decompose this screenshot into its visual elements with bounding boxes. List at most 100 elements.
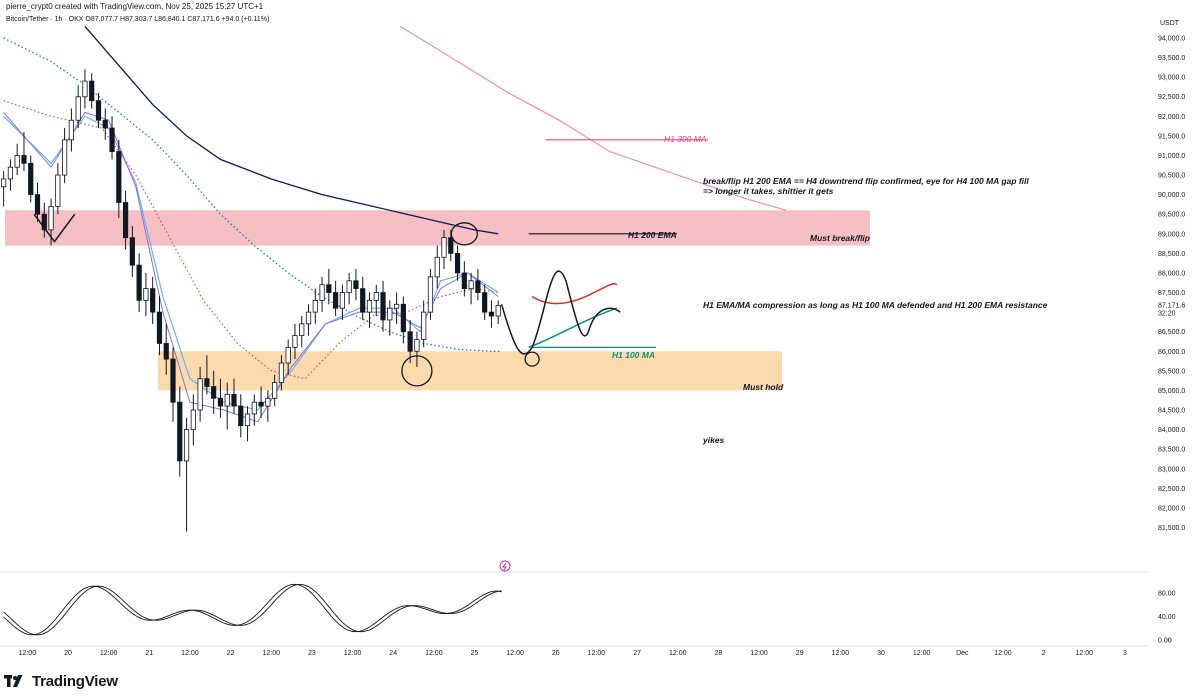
ma-300-line xyxy=(399,25,787,211)
candle-body xyxy=(326,284,332,293)
symbol-name[interactable]: Bitcoin/Tether · 1h · OKX xyxy=(6,16,84,23)
candle-body xyxy=(89,80,95,102)
candle-body xyxy=(475,280,481,293)
candle-body xyxy=(75,96,81,121)
osc-tick-label: 0.00 xyxy=(1158,638,1172,645)
candle xyxy=(116,139,122,219)
candle xyxy=(414,331,420,367)
candle xyxy=(475,269,481,301)
time-tick-label: 12:00 xyxy=(506,650,524,657)
circle-low-test xyxy=(401,355,433,387)
candle-body xyxy=(109,127,115,152)
candle xyxy=(183,417,190,532)
time-tick-label: 12:00 xyxy=(19,650,37,657)
price-tick-label: 81,500.0 xyxy=(1158,525,1185,532)
candle-body xyxy=(400,303,406,333)
candle xyxy=(278,355,285,391)
candle-body xyxy=(393,303,400,309)
candle xyxy=(136,253,142,313)
candle-body xyxy=(360,288,366,313)
candle xyxy=(217,378,224,418)
tradingview-brand[interactable]: TradingView xyxy=(32,672,118,690)
time-axis[interactable]: 12:00 20 12:00 21 12:00 22 12:00 23 12:00 24 12:00… xyxy=(19,650,1127,657)
grid-layer xyxy=(0,571,1148,647)
time-tick-label: 25 xyxy=(471,650,479,657)
candle xyxy=(319,276,325,313)
osc-tick-label: 80.00 xyxy=(1158,590,1176,597)
candle xyxy=(224,382,230,430)
candle xyxy=(387,300,393,336)
candle-body xyxy=(468,280,474,290)
candle xyxy=(265,390,271,422)
time-tick-label: 12:00 xyxy=(588,650,606,657)
candle xyxy=(488,300,495,328)
candle xyxy=(14,143,20,176)
candle-body xyxy=(102,119,108,129)
candle-body xyxy=(1,178,7,188)
candle-body xyxy=(211,386,217,399)
time-tick-label: 12:00 xyxy=(262,650,280,657)
candle xyxy=(211,370,217,414)
candle-body xyxy=(454,252,461,274)
candle xyxy=(122,190,129,250)
candle xyxy=(495,300,501,324)
candle-body xyxy=(258,401,264,407)
candle xyxy=(231,378,237,414)
price-tick-label: 92,000.0 xyxy=(1158,114,1185,121)
candle xyxy=(339,284,345,320)
candle-body xyxy=(251,401,257,415)
candle-body xyxy=(48,205,54,231)
candle xyxy=(380,280,386,332)
candle-body xyxy=(41,213,47,231)
candle xyxy=(272,374,278,407)
candle xyxy=(333,280,339,317)
candle-body xyxy=(312,299,318,313)
candle xyxy=(468,272,474,305)
candle-body xyxy=(278,362,285,384)
candle xyxy=(312,288,318,324)
time-tick-label: 12:00 xyxy=(425,650,443,657)
candle xyxy=(95,92,102,129)
candle xyxy=(461,261,467,297)
candle xyxy=(360,276,366,320)
lightning-bolt xyxy=(501,562,507,571)
candle-body xyxy=(224,393,230,407)
price-tick-label: 94,000.0 xyxy=(1158,36,1185,43)
candle xyxy=(177,386,183,477)
candle-body xyxy=(407,331,413,352)
candle-body xyxy=(414,339,420,352)
current-price-tag xyxy=(1152,299,1196,318)
candle xyxy=(251,394,257,426)
candle xyxy=(129,225,135,277)
price-tick-label: 82,000.0 xyxy=(1158,505,1185,512)
price-tick-label: 84,000.0 xyxy=(1158,427,1185,434)
price-tick-label: 82,500.0 xyxy=(1158,486,1185,493)
candle xyxy=(204,355,210,395)
circle-target xyxy=(524,351,540,367)
candle-body xyxy=(62,139,68,176)
candle xyxy=(68,108,74,152)
candle xyxy=(41,202,47,238)
candle-body xyxy=(244,413,251,427)
candle-body xyxy=(116,151,122,203)
candle-body xyxy=(150,288,156,313)
tradingview-logo-icon[interactable] xyxy=(4,674,26,688)
annotation-yikes: yikes xyxy=(703,435,725,445)
candle xyxy=(454,245,461,281)
candle-body xyxy=(122,202,129,239)
candle-body xyxy=(448,237,454,254)
candle-body xyxy=(28,162,34,196)
price-axis[interactable]: 94,000.0 93,500.0 93,000.0 92,500.0 92,000.0… xyxy=(1152,36,1196,533)
candle-body xyxy=(68,119,74,141)
time-tick-label: 24 xyxy=(389,650,397,657)
price-tick-label: 87,500.0 xyxy=(1158,290,1185,297)
current-price-label: 87,171.6 xyxy=(1158,302,1185,309)
candle xyxy=(244,406,251,442)
circle-ema-test xyxy=(450,222,478,246)
candle-body xyxy=(95,100,102,121)
osc-tick-label: 40.00 xyxy=(1158,614,1176,621)
candle-body xyxy=(34,194,41,215)
time-tick-label: 29 xyxy=(796,650,804,657)
candle xyxy=(89,73,95,109)
